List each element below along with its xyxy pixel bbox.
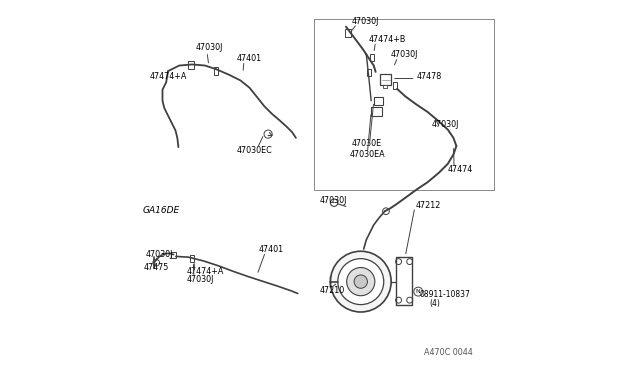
Text: 47401: 47401 (259, 245, 284, 254)
Text: 47030E: 47030E (351, 139, 381, 148)
Text: (4): (4) (429, 299, 440, 308)
Circle shape (407, 297, 413, 303)
Bar (345, 29, 351, 37)
Text: 47474: 47474 (448, 165, 473, 174)
Text: 47474+B: 47474+B (368, 35, 406, 44)
Text: 47030J: 47030J (187, 275, 214, 284)
Text: 47212: 47212 (415, 201, 441, 210)
Circle shape (330, 199, 338, 206)
Circle shape (153, 259, 159, 266)
Text: 08911-10837: 08911-10837 (419, 290, 470, 299)
Circle shape (264, 130, 272, 138)
Text: 47030J: 47030J (390, 50, 418, 59)
Text: 47030J: 47030J (351, 17, 379, 26)
Circle shape (338, 259, 384, 305)
Bar (393, 82, 397, 89)
Text: 47030J: 47030J (196, 42, 223, 51)
Text: N: N (416, 289, 420, 294)
Circle shape (383, 208, 389, 215)
Text: GA16DE: GA16DE (142, 206, 179, 215)
Text: 47478: 47478 (417, 72, 442, 81)
Circle shape (407, 259, 413, 264)
Text: 47210: 47210 (320, 286, 345, 295)
Text: 47030EA: 47030EA (349, 150, 385, 159)
Bar (367, 69, 371, 76)
Text: A470C 0044: A470C 0044 (424, 347, 472, 356)
Text: 47030J: 47030J (431, 121, 458, 129)
Bar (380, 74, 391, 85)
Text: 47030EC: 47030EC (237, 146, 273, 155)
Text: 47401: 47401 (237, 54, 262, 62)
Text: 47030J: 47030J (146, 250, 173, 259)
Bar (371, 108, 382, 116)
Bar (188, 61, 194, 69)
Text: 47030J: 47030J (320, 196, 348, 205)
Bar (171, 251, 176, 258)
Circle shape (396, 297, 401, 303)
Bar (383, 85, 387, 88)
Text: 47475: 47475 (144, 263, 170, 272)
Circle shape (347, 267, 375, 296)
Circle shape (396, 259, 401, 264)
Bar (214, 67, 218, 75)
Bar (370, 54, 374, 61)
Bar (189, 255, 195, 262)
Circle shape (354, 275, 367, 288)
Circle shape (330, 251, 391, 312)
Text: 47474+A: 47474+A (150, 72, 187, 81)
Text: 47474+A: 47474+A (187, 267, 224, 276)
Bar (374, 97, 383, 105)
